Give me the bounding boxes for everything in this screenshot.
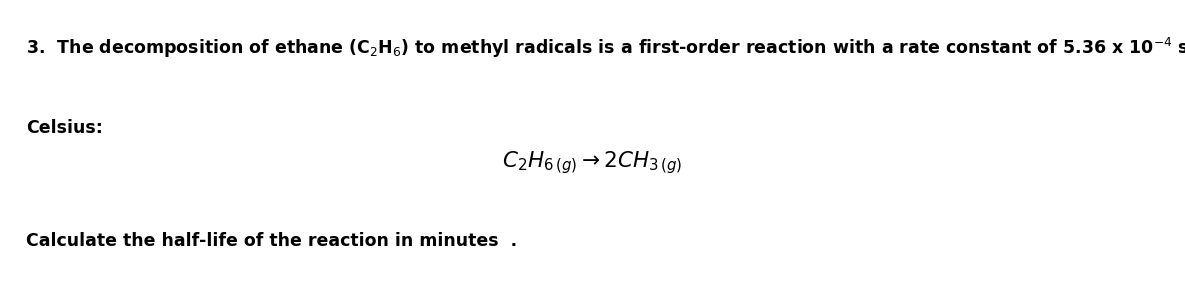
Text: $C_2H_{6\,(g)} \rightarrow 2CH_{3\,(g)}$: $C_2H_{6\,(g)} \rightarrow 2CH_{3\,(g)}$ [502,149,683,176]
Text: Calculate the half-life of the reaction in minutes  .: Calculate the half-life of the reaction … [26,232,517,250]
Text: 3.  The decomposition of ethane (C$_2$H$_6$) to methyl radicals is a first-order: 3. The decomposition of ethane (C$_2$H$_… [26,36,1185,60]
Text: Celsius:: Celsius: [26,119,103,137]
